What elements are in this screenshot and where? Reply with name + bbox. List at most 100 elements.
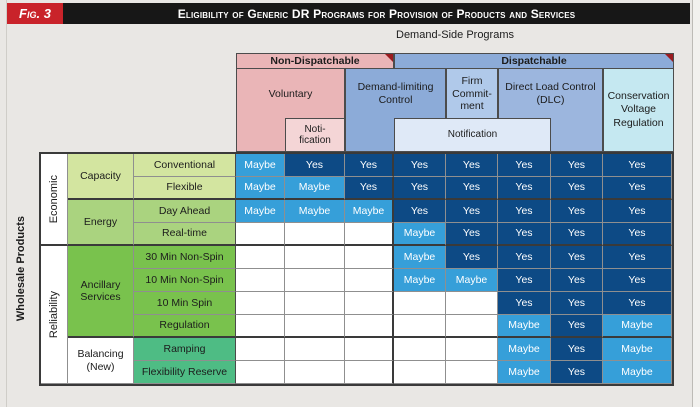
matrix-cell: [236, 246, 285, 269]
matrix-cell: Maybe: [498, 338, 551, 361]
matrix-cell: [236, 338, 285, 361]
matrix-cell: Maybe: [285, 177, 345, 200]
matrix-cell: Yes: [285, 154, 345, 177]
category-reliability-label: Reliability: [47, 290, 60, 339]
matrix-cell: [394, 292, 446, 315]
header-group-dispatchable: Dispatchable: [394, 53, 674, 69]
matrix-cell: Yes: [498, 223, 551, 246]
matrix-cell: Maybe: [236, 154, 285, 177]
header-conservation-label: Conservation Voltage Regulation: [607, 90, 670, 129]
wholesale-products-text: Wholesale Products: [15, 216, 27, 322]
matrix-cell: [285, 292, 345, 315]
matrix-cell: [285, 269, 345, 292]
category-economic-label: Economic: [47, 174, 60, 224]
matrix-cell: Maybe: [236, 177, 285, 200]
header-group-non-dispatchable-label: Non-Dispatchable: [270, 55, 360, 67]
matrix-cell: Maybe: [394, 223, 446, 246]
matrix-cell: Maybe: [394, 269, 446, 292]
matrix-cell: [394, 315, 446, 338]
matrix-cell: Yes: [498, 200, 551, 223]
category-reliability: Reliability: [41, 246, 68, 384]
matrix-cell: Yes: [551, 246, 603, 269]
matrix-cell: Maybe: [498, 361, 551, 384]
header-notification: Notification: [394, 118, 551, 152]
matrix-cell: [345, 292, 394, 315]
matrix-cell: Yes: [345, 154, 394, 177]
matrix-cell: Maybe: [603, 315, 672, 338]
matrix-cell: [236, 292, 285, 315]
matrix-cell: [345, 338, 394, 361]
matrix-cell: Yes: [551, 154, 603, 177]
matrix-cell: Maybe: [603, 338, 672, 361]
matrix-cell: Yes: [551, 361, 603, 384]
matrix-cell: Yes: [345, 177, 394, 200]
corner-marker-icon: [665, 54, 673, 62]
matrix-cell: [446, 361, 498, 384]
figure-frame-left: [6, 0, 7, 407]
matrix-cell: Yes: [498, 292, 551, 315]
row-label: Conventional: [134, 154, 236, 177]
matrix-cell: Yes: [551, 338, 603, 361]
row-label: Day Ahead: [134, 200, 236, 223]
matrix-cell: [285, 246, 345, 269]
matrix-cell: Yes: [446, 154, 498, 177]
figure-number-badge: Fig. 3: [7, 3, 63, 24]
matrix-cell: Yes: [603, 223, 672, 246]
category-economic: Economic: [41, 154, 68, 246]
matrix-cell: Yes: [394, 177, 446, 200]
matrix-cell: [285, 338, 345, 361]
matrix-cell: Yes: [446, 223, 498, 246]
group-capacity: Capacity: [68, 154, 134, 200]
matrix-cell: Yes: [603, 154, 672, 177]
row-label: 30 Min Non-Spin: [134, 246, 236, 269]
matrix-cell: Yes: [498, 246, 551, 269]
matrix-cell: [236, 269, 285, 292]
group-ancillary-services: Ancillary Services: [68, 246, 134, 338]
matrix-cell: Yes: [551, 177, 603, 200]
row-label: 10 Min Non-Spin: [134, 269, 236, 292]
matrix-cell: Yes: [446, 177, 498, 200]
matrix-cell: Maybe: [603, 361, 672, 384]
matrix-cell: [446, 338, 498, 361]
matrix-cell: Maybe: [498, 315, 551, 338]
matrix-cell: [285, 223, 345, 246]
corner-marker-icon: [385, 54, 393, 62]
row-label: Flexible: [134, 177, 236, 200]
matrix-cell: Maybe: [394, 246, 446, 269]
page-edge: [692, 0, 700, 407]
demand-side-programs-label: Demand-Side Programs: [396, 29, 514, 41]
group-balancing-new: Balancing (New): [68, 338, 134, 384]
row-label: Flexibility Reserve: [134, 361, 236, 384]
matrix-cell: [345, 246, 394, 269]
matrix-cell: Yes: [446, 200, 498, 223]
header-direct-load-control-label: Direct Load Control (DLC): [505, 81, 596, 106]
matrix-cell: Maybe: [285, 200, 345, 223]
matrix-cell: [446, 292, 498, 315]
figure-title-bar: Fig. 3 Eligibility of Generic DR Program…: [7, 3, 690, 24]
matrix-cell: [345, 361, 394, 384]
header-conservation-voltage-regulation: Conservation Voltage Regulation: [603, 68, 674, 152]
matrix-cell: [446, 315, 498, 338]
matrix-cell: Yes: [551, 223, 603, 246]
header-demand-limiting-label: Demand-limiting Control: [357, 81, 434, 106]
matrix-cell: [345, 269, 394, 292]
header-voluntary-notification: Noti- fication: [285, 118, 345, 152]
matrix-cell: Maybe: [446, 269, 498, 292]
eligibility-matrix: Economic Reliability Capacity Energy Anc…: [39, 152, 674, 386]
row-label: Real-time: [134, 223, 236, 246]
matrix-cell: Yes: [603, 269, 672, 292]
matrix-cell: [236, 361, 285, 384]
matrix-cell: [345, 223, 394, 246]
matrix-cell: Yes: [603, 246, 672, 269]
matrix-cell: [345, 315, 394, 338]
header-firm-commitment-label: Firm Commit- ment: [452, 75, 492, 113]
matrix-cell: Yes: [498, 154, 551, 177]
figure-title: Eligibility of Generic DR Programs for P…: [177, 6, 576, 21]
group-energy: Energy: [68, 200, 134, 246]
header-group-dispatchable-label: Dispatchable: [501, 55, 567, 67]
matrix-cell: Maybe: [345, 200, 394, 223]
matrix-cell: Maybe: [236, 200, 285, 223]
row-label: Ramping: [134, 338, 236, 361]
matrix-cell: Yes: [551, 315, 603, 338]
